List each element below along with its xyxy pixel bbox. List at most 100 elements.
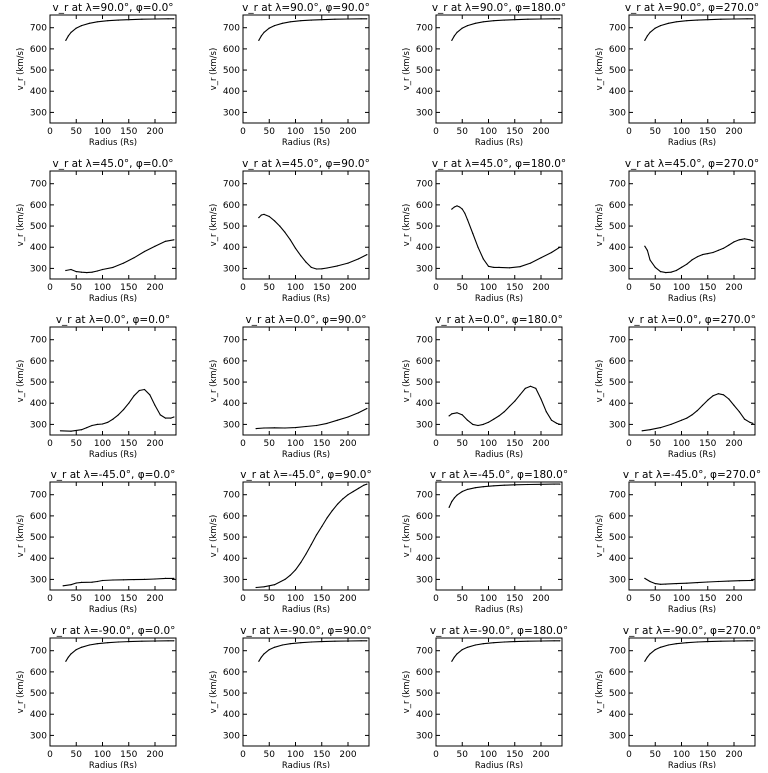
y-tick-label: 300 [416,108,433,118]
plot-frame [49,14,177,124]
data-point [472,423,474,425]
data-point [559,246,561,248]
panel-title: v_r at λ=90.0°, φ=0.0° [53,2,174,14]
data-point [366,407,368,410]
series-line [448,483,560,508]
y-axis-label: v_r (km/s) [595,671,605,714]
data-point [258,217,260,219]
data-point [70,584,72,586]
data-point [553,18,555,20]
data-point [540,257,542,259]
data-point [691,259,693,261]
series-line [258,640,367,662]
y-axis-label: v_r (km/s) [595,204,605,247]
x-tick-label: 0 [626,439,632,449]
y-tick-label: 400 [416,399,433,409]
data-point [173,18,175,20]
data-point [503,641,505,643]
data-point [644,39,646,42]
data-point [701,254,704,256]
data-point [527,483,529,486]
x-tick-label: 100 [480,439,497,449]
data-point [62,585,64,587]
data-point [527,640,529,642]
y-tick-label: 700 [30,336,47,346]
data-point [752,240,754,242]
y-tick-label: 500 [30,689,47,699]
data-point [461,27,463,29]
data-point [65,269,67,272]
x-tick-label: 150 [313,594,330,604]
x-tick-label: 150 [506,127,523,137]
x-tick-label: 200 [725,750,742,760]
series-line [644,577,753,585]
x-tick-label: 50 [71,594,83,604]
data-point [258,39,260,42]
data-point [263,213,265,215]
data-point [712,395,714,397]
data-point [268,215,270,218]
plot-frame [242,14,370,124]
data-point [553,483,555,485]
data-point [752,18,754,20]
data-point [527,18,529,20]
y-tick-label: 700 [223,647,240,657]
plot-frame [49,326,177,436]
data-point [112,579,114,581]
data-point [101,579,104,582]
panel-title: v_r at λ=45.0°, φ=90.0° [242,158,370,170]
y-tick-label: 500 [30,222,47,232]
data-point [96,270,98,272]
x-tick-label: 0 [47,283,53,293]
y-tick-label: 500 [416,533,433,543]
y-tick-label: 600 [416,201,433,211]
data-point [334,640,336,642]
x-tick-label: 50 [71,439,83,449]
x-tick-label: 100 [673,750,690,760]
x-tick-label: 200 [146,283,163,293]
data-point [667,644,670,646]
data-point [321,268,323,270]
panel-title: v_r at λ=90.0°, φ=90.0° [242,2,370,14]
data-point [289,239,291,241]
x-tick-label: 150 [699,750,716,760]
data-point [646,35,649,37]
data-point [357,487,360,489]
series-line [258,18,367,41]
y-axis-label: v_r (km/s) [595,360,605,403]
data-point [466,646,469,648]
data-point [366,18,368,20]
x-tick-label: 50 [264,283,276,293]
data-point [363,484,365,486]
y-axis-label: v_r (km/s) [16,515,26,558]
panel-13: v_r at λ=-45.0°, φ=0.0° 0 50 100 150 200 300 40… [16,469,177,615]
y-tick-label: 700 [416,647,433,657]
x-tick-label: 0 [626,283,632,293]
data-point [300,642,302,644]
data-point [649,429,651,431]
y-tick-label: 600 [30,45,47,55]
y-axis-label: v_r (km/s) [402,671,412,714]
x-tick-label: 150 [506,594,523,604]
panel-title: v_r at λ=0.0°, φ=270.0° [628,314,756,326]
series-line [451,18,560,41]
y-axis-label: v_r (km/s) [402,204,412,247]
x-tick-label: 100 [673,594,690,604]
data-point [258,660,260,662]
y-tick-label: 300 [609,731,626,741]
x-axis-label: Radius (Rs) [89,605,137,615]
data-point [342,498,344,500]
plot-frame [435,14,563,124]
data-point [524,387,526,389]
x-tick-label: 50 [264,750,276,760]
data-point [493,642,495,644]
y-tick-label: 500 [416,222,433,232]
data-point [752,640,754,642]
plot-frame [49,170,177,280]
data-point [167,18,169,20]
y-tick-label: 700 [30,647,47,657]
data-point [65,39,67,42]
y-tick-label: 500 [609,66,626,76]
y-tick-label: 500 [223,533,240,543]
data-point [654,27,656,29]
